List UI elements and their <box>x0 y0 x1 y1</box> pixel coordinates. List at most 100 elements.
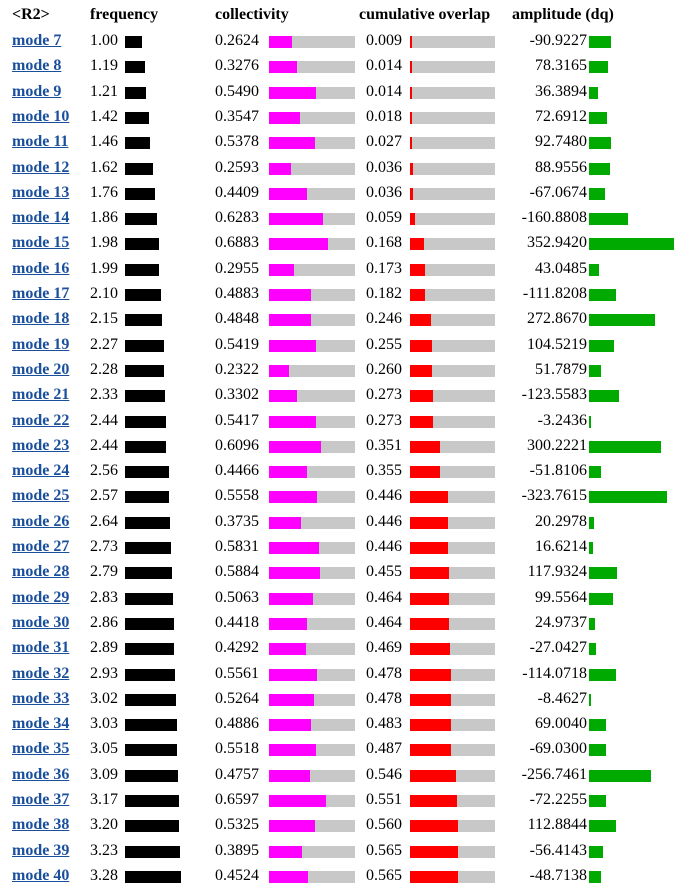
mode-link[interactable]: mode 22 <box>12 411 70 429</box>
collectivity-bar-fill <box>269 187 307 200</box>
collectivity-value: 0.5518 <box>215 740 259 758</box>
mode-link[interactable]: mode 30 <box>12 613 70 631</box>
amplitude-value: -56.4143 <box>529 841 587 859</box>
cumulative-overlap-bar <box>410 516 495 529</box>
collectivity-bar-fill <box>269 542 319 554</box>
cumulative-overlap-bar-fill <box>410 668 451 681</box>
mode-link[interactable]: mode 21 <box>12 386 70 404</box>
collectivity-bar <box>269 592 355 605</box>
cumulative-overlap-bar <box>410 693 495 706</box>
cumulative-overlap-bar <box>410 415 495 428</box>
frequency-bar <box>125 693 176 706</box>
cumulative-overlap-bar-fill <box>410 86 412 99</box>
amplitude-bar <box>589 542 593 554</box>
collectivity-value: 0.2593 <box>215 158 259 176</box>
amplitude-bar <box>589 693 591 706</box>
mode-link[interactable]: mode 33 <box>12 689 70 707</box>
mode-link[interactable]: mode 27 <box>12 538 70 555</box>
mode-link[interactable]: mode 16 <box>12 259 70 277</box>
mode-link[interactable]: mode 12 <box>12 158 70 176</box>
mode-link[interactable]: mode 17 <box>12 285 70 302</box>
mode-link[interactable]: mode 8 <box>12 57 62 75</box>
cumulative-overlap-bar <box>410 542 495 554</box>
cumulative-overlap-bar <box>410 795 495 807</box>
amplitude-bar <box>589 744 606 757</box>
collectivity-bar-fill <box>269 668 317 681</box>
cumulative-overlap-bar-fill <box>410 795 457 807</box>
frequency-value: 2.28 <box>90 360 118 378</box>
mode-link[interactable]: mode 23 <box>12 436 70 454</box>
cumulative-overlap-value: 0.009 <box>366 32 402 49</box>
cumulative-overlap-bar <box>410 719 495 732</box>
mode-link[interactable]: mode 18 <box>12 310 70 328</box>
mode-link[interactable]: mode 28 <box>12 563 70 581</box>
mode-link[interactable]: mode 40 <box>12 866 70 884</box>
amplitude-value: -90.9227 <box>529 32 587 49</box>
cumulative-overlap-value: 0.351 <box>366 436 402 454</box>
cumulative-overlap-bar-fill <box>410 440 440 453</box>
mode-link[interactable]: mode 37 <box>12 791 70 808</box>
collectivity-bar-fill <box>269 820 315 833</box>
mode-link[interactable]: mode 38 <box>12 816 70 834</box>
amplitude-bar <box>589 314 655 327</box>
mode-link[interactable]: mode 36 <box>12 765 70 783</box>
mode-link[interactable]: mode 39 <box>12 841 70 859</box>
mode-link[interactable]: mode 10 <box>12 107 70 125</box>
amplitude-bar <box>589 719 606 732</box>
cumulative-overlap-value: 0.260 <box>366 360 402 378</box>
collectivity-bar-fill <box>269 86 316 99</box>
frequency-bar <box>125 440 166 453</box>
collectivity-value: 0.5831 <box>215 538 259 555</box>
mode-link[interactable]: mode 31 <box>12 639 70 657</box>
cumulative-overlap-value: 0.355 <box>366 462 402 480</box>
amplitude-value: 88.9556 <box>535 158 587 176</box>
mode-link[interactable]: mode 35 <box>12 740 70 758</box>
amplitude-bar <box>589 187 605 200</box>
collectivity-value: 0.5561 <box>215 664 259 682</box>
collectivity-value: 0.4886 <box>215 715 259 733</box>
table-row: mode 33 3.02 0.5264 0.478 -8.4627 <box>0 687 675 712</box>
collectivity-bar <box>269 86 355 99</box>
cumulative-overlap-bar-fill <box>410 61 412 74</box>
mode-link[interactable]: mode 25 <box>12 487 70 505</box>
cumulative-overlap-value: 0.446 <box>366 512 402 530</box>
mode-link[interactable]: mode 19 <box>12 335 70 353</box>
mode-link[interactable]: mode 15 <box>12 234 70 252</box>
mode-link[interactable]: mode 7 <box>12 32 62 49</box>
frequency-value: 2.10 <box>90 285 118 302</box>
table-row: mode 27 2.73 0.5831 0.446 16.6214 <box>0 535 675 560</box>
collectivity-bar <box>269 516 355 529</box>
table-row: mode 28 2.79 0.5884 0.455 117.9324 <box>0 560 675 585</box>
cumulative-overlap-bar <box>410 314 495 327</box>
mode-link[interactable]: mode 34 <box>12 715 70 733</box>
mode-link[interactable]: mode 32 <box>12 664 70 682</box>
amplitude-value: 117.9324 <box>527 563 587 581</box>
amplitude-value: -72.2255 <box>529 791 587 808</box>
collectivity-bar-fill <box>269 845 302 858</box>
collectivity-bar <box>269 415 355 428</box>
frequency-bar <box>125 845 180 858</box>
cumulative-overlap-value: 0.246 <box>366 310 402 328</box>
mode-link[interactable]: mode 13 <box>12 183 70 201</box>
frequency-value: 1.00 <box>90 32 118 49</box>
cumulative-overlap-bar-fill <box>410 415 433 428</box>
mode-link[interactable]: mode 9 <box>12 82 62 100</box>
table-row: mode 10 1.42 0.3547 0.018 72.6912 <box>0 105 675 130</box>
mode-link[interactable]: mode 11 <box>12 133 69 151</box>
cumulative-overlap-bar-fill <box>410 137 412 150</box>
mode-link[interactable]: mode 29 <box>12 588 70 606</box>
mode-link[interactable]: mode 14 <box>12 209 70 227</box>
mode-link[interactable]: mode 24 <box>12 462 70 480</box>
cumulative-overlap-value: 0.036 <box>366 183 402 201</box>
amplitude-value: 352.9420 <box>527 234 587 252</box>
cumulative-overlap-value: 0.560 <box>366 816 402 834</box>
mode-link[interactable]: mode 20 <box>12 360 70 378</box>
cumulative-overlap-bar-fill <box>410 187 413 200</box>
collectivity-value: 0.5417 <box>215 411 259 429</box>
cumulative-overlap-value: 0.446 <box>366 487 402 505</box>
frequency-value: 1.76 <box>90 183 118 201</box>
amplitude-value: 112.8844 <box>527 816 587 834</box>
frequency-value: 2.27 <box>90 335 118 353</box>
mode-link[interactable]: mode 26 <box>12 512 70 530</box>
amplitude-value: 72.6912 <box>535 107 587 125</box>
